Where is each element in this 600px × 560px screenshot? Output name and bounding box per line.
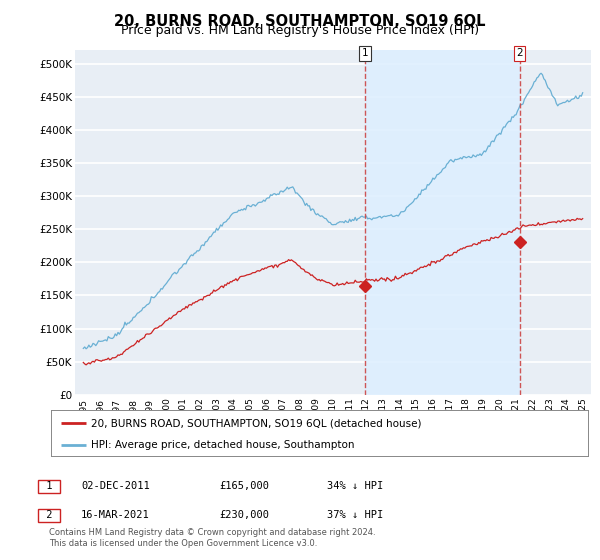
Text: HPI: Average price, detached house, Southampton: HPI: Average price, detached house, Sout… [91,440,355,450]
Text: 37% ↓ HPI: 37% ↓ HPI [327,510,383,520]
Text: 1: 1 [362,48,368,58]
Text: Contains HM Land Registry data © Crown copyright and database right 2024.
This d: Contains HM Land Registry data © Crown c… [49,528,376,548]
Bar [365,50,520,395]
Text: 02-DEC-2011: 02-DEC-2011 [81,481,150,491]
Text: 20, BURNS ROAD, SOUTHAMPTON, SO19 6QL: 20, BURNS ROAD, SOUTHAMPTON, SO19 6QL [114,14,486,29]
Text: 2: 2 [516,48,523,58]
Text: Price paid vs. HM Land Registry's House Price Index (HPI): Price paid vs. HM Land Registry's House … [121,24,479,37]
Text: 2: 2 [40,510,59,520]
Text: £165,000: £165,000 [219,481,269,491]
Text: 20, BURNS ROAD, SOUTHAMPTON, SO19 6QL (detached house): 20, BURNS ROAD, SOUTHAMPTON, SO19 6QL (d… [91,418,422,428]
Text: £230,000: £230,000 [219,510,269,520]
Text: 34% ↓ HPI: 34% ↓ HPI [327,481,383,491]
Text: 16-MAR-2021: 16-MAR-2021 [81,510,150,520]
Text: 1: 1 [40,481,59,491]
